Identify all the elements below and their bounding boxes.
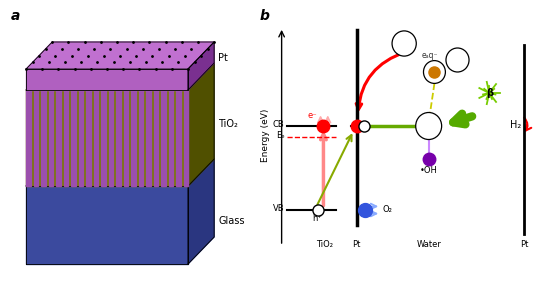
Text: CB: CB	[273, 120, 285, 129]
Polygon shape	[26, 69, 188, 90]
Polygon shape	[161, 90, 165, 186]
Text: Eₑ: Eₑ	[276, 130, 285, 140]
Circle shape	[392, 31, 416, 56]
Polygon shape	[101, 90, 106, 186]
Polygon shape	[26, 42, 214, 69]
Polygon shape	[94, 90, 98, 186]
Polygon shape	[176, 90, 181, 186]
Text: VB: VB	[273, 204, 285, 213]
Polygon shape	[109, 90, 113, 186]
Polygon shape	[169, 90, 173, 186]
Text: a: a	[10, 9, 20, 23]
Polygon shape	[26, 63, 214, 90]
Text: Glass: Glass	[218, 216, 245, 226]
Text: h⁺: h⁺	[313, 214, 323, 224]
Polygon shape	[34, 90, 38, 186]
Circle shape	[416, 112, 442, 140]
Polygon shape	[188, 159, 214, 264]
Polygon shape	[116, 90, 121, 186]
Text: Pt: Pt	[520, 240, 528, 249]
Text: β: β	[486, 88, 493, 98]
Polygon shape	[41, 90, 46, 186]
Polygon shape	[48, 90, 53, 186]
Polygon shape	[56, 90, 60, 186]
Text: •OH: •OH	[420, 166, 437, 175]
Text: e⁻: e⁻	[307, 111, 317, 120]
Polygon shape	[64, 90, 68, 186]
Polygon shape	[78, 90, 83, 186]
Text: H₂O: H₂O	[398, 40, 411, 46]
Polygon shape	[131, 90, 135, 186]
Polygon shape	[26, 159, 214, 186]
Text: H₂O: H₂O	[451, 57, 464, 63]
Text: H₂: H₂	[510, 119, 521, 130]
Polygon shape	[26, 90, 188, 186]
Polygon shape	[26, 186, 188, 264]
Polygon shape	[188, 42, 214, 90]
Text: eₐq⁻: eₐq⁻	[422, 51, 438, 60]
Polygon shape	[86, 90, 90, 186]
Circle shape	[446, 48, 469, 72]
Text: Pt: Pt	[353, 240, 361, 249]
Polygon shape	[188, 63, 214, 186]
Polygon shape	[123, 90, 128, 186]
Polygon shape	[139, 90, 143, 186]
Polygon shape	[71, 90, 76, 186]
Text: O₂: O₂	[382, 206, 392, 214]
Text: Pt: Pt	[218, 53, 228, 63]
Circle shape	[423, 61, 446, 83]
Text: Energy (eV): Energy (eV)	[261, 108, 270, 162]
Text: Water: Water	[416, 240, 441, 249]
Polygon shape	[153, 90, 158, 186]
Text: H₂O: H₂O	[422, 123, 435, 129]
Polygon shape	[146, 90, 151, 186]
Text: TiO₂: TiO₂	[317, 240, 333, 249]
Text: b: b	[260, 9, 270, 23]
Text: TiO₂: TiO₂	[218, 119, 238, 129]
Polygon shape	[26, 90, 30, 186]
Polygon shape	[183, 90, 188, 186]
